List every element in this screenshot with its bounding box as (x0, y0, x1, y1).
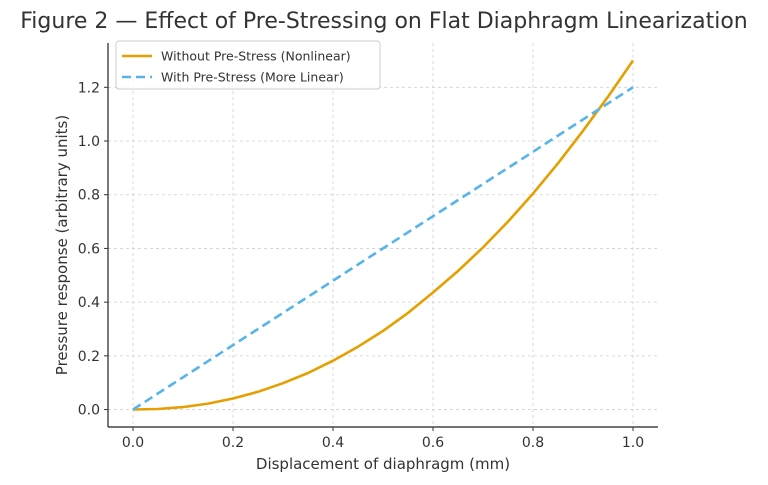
chart-title: Figure 2 — Effect of Pre-Stressing on Fl… (20, 9, 747, 34)
x-tick-label: 0.0 (122, 435, 144, 451)
series-group (132, 59, 635, 411)
axes (107, 43, 658, 428)
y-tick-label: 1.0 (78, 134, 100, 150)
grid (108, 43, 658, 427)
y-tick-label: 0.0 (78, 403, 100, 419)
y-tick-label: 0.2 (78, 349, 100, 365)
y-tick-label: 0.4 (78, 295, 100, 311)
x-axis-label: Displacement of diaphragm (mm) (256, 455, 510, 473)
x-tick-label: 0.8 (522, 435, 544, 451)
legend-label: Without Pre-Stress (Nonlinear) (161, 49, 351, 64)
x-tick-label: 0.2 (222, 435, 244, 451)
y-tick-label: 0.8 (78, 188, 100, 204)
legend-label: With Pre-Stress (More Linear) (161, 70, 344, 85)
y-axis-label: Pressure response (arbitrary units) (53, 115, 71, 375)
x-tick-label: 0.4 (322, 435, 344, 451)
y-tick-label: 1.2 (78, 80, 100, 96)
legend-box (115, 40, 381, 90)
x-tick-label: 1.0 (622, 435, 644, 451)
series-line-with-prestress (132, 86, 634, 411)
x-tick-label: 0.6 (422, 435, 444, 451)
legend: Without Pre-Stress (Nonlinear) With Pre-S… (115, 40, 381, 90)
series-line-without-prestress (132, 59, 635, 411)
y-tick-label: 0.6 (78, 241, 100, 257)
ticks: 0.0 0.2 0.4 0.6 0.8 1.0 0.0 0.2 0.4 0.6 0.8 1.0 1.2 (78, 80, 644, 451)
